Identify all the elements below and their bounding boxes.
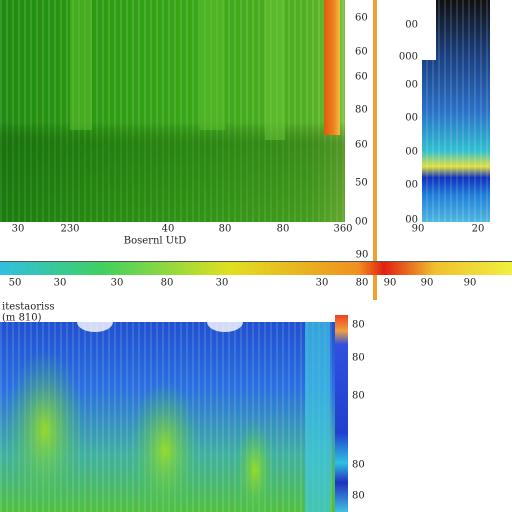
x-tick-label: 80 bbox=[219, 224, 232, 235]
y-tick-label: 80 bbox=[352, 320, 365, 331]
highlight bbox=[77, 312, 113, 332]
colorbar-label: 30 bbox=[216, 278, 229, 289]
divider-vertical bbox=[373, 0, 377, 300]
shade bbox=[0, 0, 345, 222]
band bbox=[305, 322, 330, 512]
y-tick-label: 00 bbox=[405, 180, 418, 191]
colorbar-horizontal bbox=[0, 262, 512, 275]
panel-subtitle: (m 810) bbox=[2, 313, 42, 324]
x-tick-label: 20 bbox=[472, 224, 485, 235]
colorbar-label: 30 bbox=[316, 278, 329, 289]
x-tick-label: 90 bbox=[412, 224, 425, 235]
band bbox=[70, 0, 92, 130]
band bbox=[265, 0, 285, 140]
y-tick-label: 60 bbox=[355, 47, 368, 58]
colorbar-label: 90 bbox=[356, 250, 369, 261]
hot-strip bbox=[324, 0, 340, 135]
colorbar-label: 30 bbox=[111, 278, 124, 289]
colorbar-label: 90 bbox=[421, 278, 434, 289]
top-left-panel bbox=[0, 0, 345, 222]
x-axis-label: Bosernl UtD bbox=[124, 236, 186, 247]
y-tick-label: 00 bbox=[405, 80, 418, 91]
highlight bbox=[207, 312, 243, 332]
bottom-left-panel bbox=[0, 312, 348, 512]
x-tick-label: 80 bbox=[277, 224, 290, 235]
panel-title: itestaoriss bbox=[2, 302, 55, 313]
colorbar-label: 90 bbox=[384, 278, 397, 289]
x-tick-label: 30 bbox=[12, 224, 25, 235]
colorbar-label: 80 bbox=[356, 278, 369, 289]
y-tick-label: 00 bbox=[405, 20, 418, 31]
x-tick-label: 40 bbox=[162, 224, 175, 235]
blank-corner bbox=[422, 0, 436, 60]
x-tick-label: 230 bbox=[60, 224, 79, 235]
y-tick-label: 00 bbox=[405, 147, 418, 158]
y-tick-label: 00 bbox=[355, 217, 368, 228]
y-tick-label: 80 bbox=[352, 353, 365, 364]
colorbar-label: 90 bbox=[464, 278, 477, 289]
y-tick-label: 80 bbox=[352, 491, 365, 502]
y-tick-label: 60 bbox=[355, 140, 368, 151]
y-tick-label: 80 bbox=[352, 460, 365, 471]
y-tick-label: 80 bbox=[355, 105, 368, 116]
y-tick-label: 00 bbox=[405, 215, 418, 226]
top-right-panel bbox=[422, 0, 490, 222]
colorbar-label: 30 bbox=[54, 278, 67, 289]
y-tick-label: 50 bbox=[355, 178, 368, 189]
glow bbox=[235, 420, 275, 512]
y-tick-label: 80 bbox=[352, 391, 365, 402]
y-tick-label: 60 bbox=[355, 72, 368, 83]
band bbox=[200, 0, 225, 130]
colorbar-label: 80 bbox=[161, 278, 174, 289]
glow bbox=[5, 350, 85, 510]
colorbar-vertical bbox=[335, 315, 348, 512]
colorbar-label: 50 bbox=[9, 278, 22, 289]
colorbar-edge bbox=[0, 261, 512, 262]
y-tick-label: 00 bbox=[405, 113, 418, 124]
y-tick-label: 60 bbox=[355, 13, 368, 24]
y-tick-label: 000 bbox=[399, 52, 418, 63]
labels: 30 230 40 80 80 360 Bosernl UtD 60 60 60… bbox=[2, 13, 484, 502]
glow bbox=[130, 380, 200, 512]
x-tick-label: 360 bbox=[333, 224, 352, 235]
